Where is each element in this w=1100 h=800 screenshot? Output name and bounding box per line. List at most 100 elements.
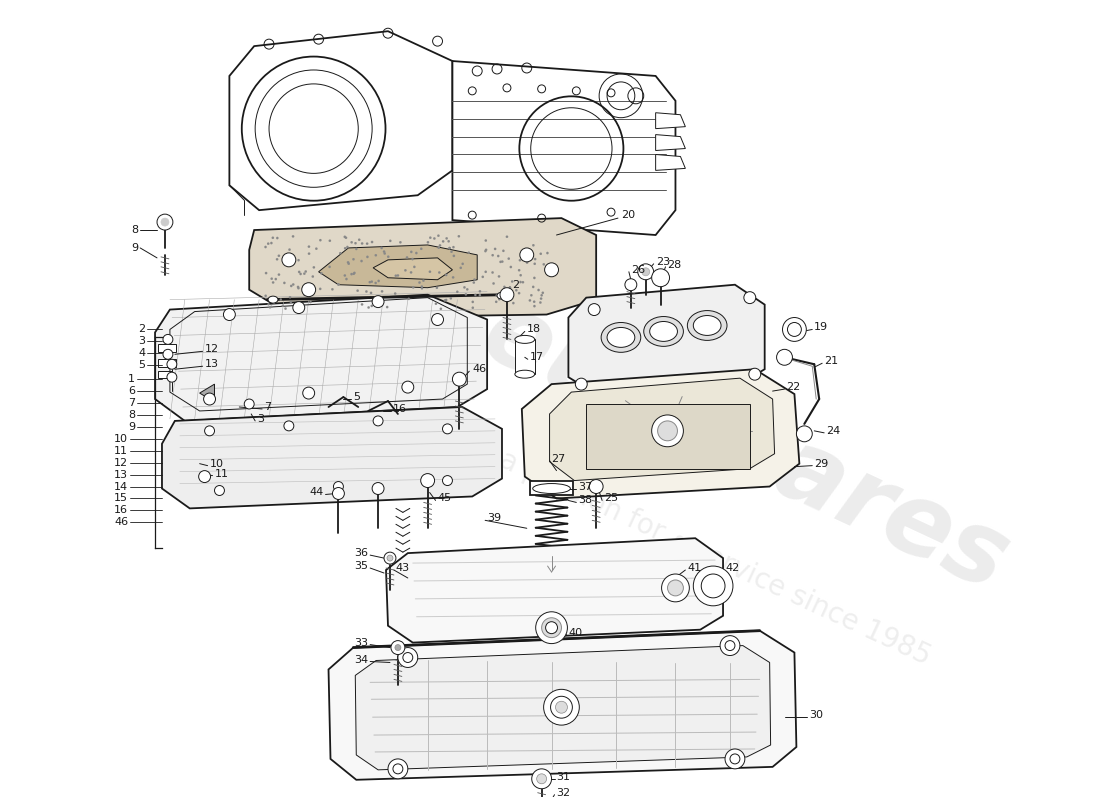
Circle shape — [730, 754, 740, 764]
Circle shape — [502, 261, 504, 263]
Circle shape — [530, 294, 532, 297]
Circle shape — [346, 246, 349, 248]
Circle shape — [319, 288, 321, 290]
Text: 10: 10 — [210, 458, 223, 469]
Text: 22: 22 — [786, 382, 801, 392]
Circle shape — [205, 426, 214, 436]
Circle shape — [374, 282, 377, 284]
Circle shape — [521, 281, 524, 283]
Polygon shape — [355, 646, 771, 770]
Circle shape — [458, 235, 460, 238]
Circle shape — [544, 263, 559, 277]
Text: 40: 40 — [569, 628, 583, 638]
Circle shape — [519, 281, 521, 283]
Circle shape — [478, 290, 481, 293]
Circle shape — [515, 289, 517, 291]
Circle shape — [282, 305, 284, 307]
Circle shape — [749, 368, 761, 380]
Circle shape — [406, 256, 408, 258]
Text: 1: 1 — [129, 374, 135, 384]
Circle shape — [540, 253, 542, 255]
Circle shape — [498, 275, 500, 278]
Text: 3: 3 — [139, 336, 145, 346]
Circle shape — [500, 288, 514, 302]
Circle shape — [438, 246, 440, 249]
Circle shape — [372, 296, 384, 307]
Circle shape — [456, 290, 459, 293]
Circle shape — [421, 287, 424, 290]
Polygon shape — [373, 258, 452, 280]
Circle shape — [399, 241, 402, 243]
Circle shape — [472, 301, 474, 303]
Circle shape — [540, 294, 543, 297]
Circle shape — [289, 262, 293, 264]
Circle shape — [157, 214, 173, 230]
Circle shape — [331, 288, 333, 290]
Circle shape — [387, 255, 389, 258]
Circle shape — [498, 298, 500, 300]
Circle shape — [276, 237, 278, 239]
Circle shape — [275, 278, 277, 280]
Circle shape — [429, 237, 431, 239]
Circle shape — [542, 263, 544, 266]
Circle shape — [420, 247, 422, 250]
Circle shape — [448, 240, 450, 242]
Text: 10: 10 — [114, 434, 129, 444]
Circle shape — [534, 262, 536, 265]
Text: 28: 28 — [668, 260, 682, 270]
Circle shape — [534, 258, 537, 260]
Circle shape — [343, 236, 346, 238]
Text: 33: 33 — [354, 638, 368, 648]
Circle shape — [163, 334, 173, 344]
Circle shape — [402, 381, 414, 393]
Circle shape — [503, 250, 505, 252]
Circle shape — [463, 286, 465, 289]
Circle shape — [346, 261, 350, 263]
Text: 46: 46 — [472, 364, 486, 374]
Circle shape — [366, 242, 368, 245]
Circle shape — [384, 252, 386, 254]
Polygon shape — [569, 285, 764, 394]
Circle shape — [407, 298, 410, 300]
Polygon shape — [329, 630, 796, 780]
Circle shape — [473, 282, 475, 284]
Circle shape — [493, 282, 495, 285]
Text: 30: 30 — [810, 710, 823, 720]
Ellipse shape — [644, 317, 683, 346]
Circle shape — [284, 258, 286, 260]
Circle shape — [434, 302, 437, 305]
Circle shape — [429, 270, 431, 273]
Circle shape — [273, 302, 275, 304]
Circle shape — [422, 279, 425, 282]
Circle shape — [371, 305, 373, 307]
Circle shape — [436, 286, 438, 289]
Text: 27: 27 — [551, 454, 565, 464]
Text: 6: 6 — [129, 386, 135, 396]
Circle shape — [440, 308, 442, 310]
Circle shape — [658, 421, 678, 441]
Circle shape — [265, 272, 267, 274]
Circle shape — [744, 292, 756, 304]
Circle shape — [462, 262, 464, 265]
Text: 12: 12 — [205, 344, 219, 354]
Circle shape — [519, 259, 521, 262]
Circle shape — [375, 254, 377, 257]
Circle shape — [361, 260, 363, 262]
Circle shape — [389, 240, 392, 242]
Text: 43: 43 — [396, 563, 410, 573]
Circle shape — [348, 262, 350, 265]
Circle shape — [496, 294, 498, 297]
Circle shape — [361, 242, 363, 245]
Circle shape — [297, 287, 299, 290]
Polygon shape — [452, 61, 675, 235]
Circle shape — [484, 270, 487, 273]
Text: 17: 17 — [530, 352, 543, 362]
Circle shape — [309, 301, 311, 303]
Circle shape — [466, 288, 469, 290]
Circle shape — [446, 274, 448, 276]
Circle shape — [293, 302, 305, 314]
Circle shape — [355, 248, 358, 250]
Circle shape — [267, 303, 270, 306]
Text: 44: 44 — [309, 487, 323, 498]
Circle shape — [638, 264, 653, 280]
